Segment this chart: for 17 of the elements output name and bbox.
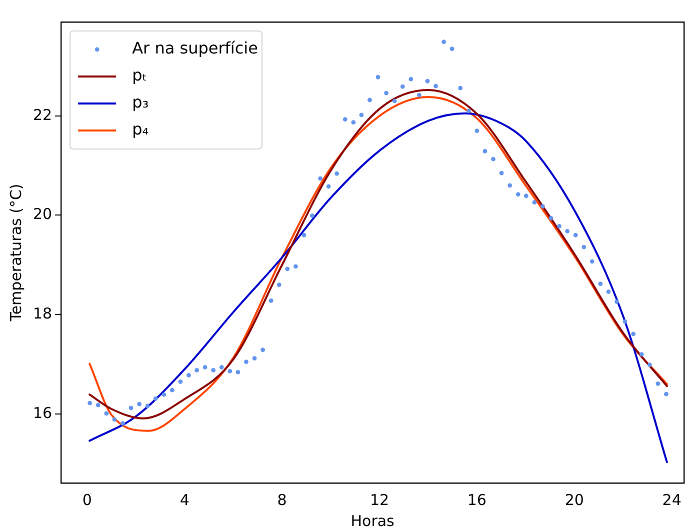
x-tick-label: 24 [662,490,682,509]
legend-label: p₃ [132,92,149,112]
x-tick-label: 20 [564,490,584,509]
legend-label: pₜ [132,66,147,85]
x-tick-label: 8 [277,490,287,509]
y-tick-label: 20 [32,205,52,224]
legend-label: p₄ [132,120,149,139]
x-tick-label: 0 [82,490,92,509]
legend-label: Ar na superfície [132,38,258,58]
y-tick-label: 18 [32,304,52,322]
x-tick-label: 16 [467,490,486,509]
x-tick-label: 4 [180,490,190,509]
y-tick-label: 22 [32,106,52,124]
x-tick-label: 12 [370,490,390,509]
y-tick-label: 16 [32,404,52,422]
y-axis-title: Temperaturas (°C) [6,184,25,322]
x-axis-title: Horas [350,512,395,530]
